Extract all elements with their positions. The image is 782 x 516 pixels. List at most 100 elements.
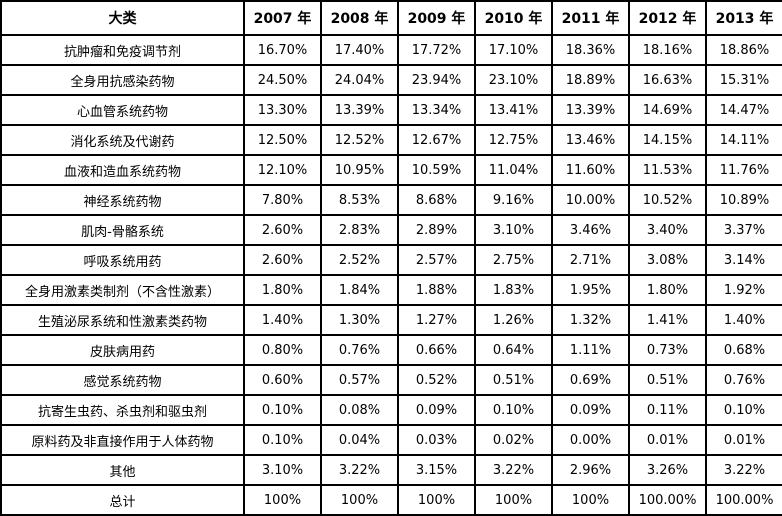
table-body: 抗肿瘤和免疫调节剂 16.70% 17.40% 17.72% 17.10% 18.36% 1… xyxy=(0,34,782,516)
value-cell: 1.40% xyxy=(705,304,782,336)
row-label-cell: 心血管系统药物 xyxy=(0,94,245,126)
value-cell: 3.10% xyxy=(474,214,553,246)
value-cell: 0.57% xyxy=(320,364,399,396)
value-cell: 3.37% xyxy=(705,214,782,246)
value-cell: 2.60% xyxy=(243,244,322,276)
value-cell: 24.04% xyxy=(320,64,399,96)
table-row: 其他 3.10% 3.22% 3.15% 3.22% 2.96% 3.26% 3.22% xyxy=(0,454,782,486)
table-row: 肌肉-骨骼系统 2.60% 2.83% 2.89% 3.10% 3.46% 3.40% 3.3… xyxy=(0,214,782,246)
table-row: 神经系统药物 7.80% 8.53% 8.68% 9.16% 10.00% 10.52% 10… xyxy=(0,184,782,216)
value-cell: 8.53% xyxy=(320,184,399,216)
value-cell: 100% xyxy=(551,484,630,516)
value-cell: 10.59% xyxy=(397,154,476,186)
row-label-cell: 血液和造血系统药物 xyxy=(0,154,245,186)
value-cell: 3.40% xyxy=(628,214,707,246)
value-cell: 9.16% xyxy=(474,184,553,216)
value-cell: 7.80% xyxy=(243,184,322,216)
value-cell: 24.50% xyxy=(243,64,322,96)
value-cell: 12.67% xyxy=(397,124,476,156)
row-label-cell: 全身用抗感染药物 xyxy=(0,64,245,96)
value-cell: 1.80% xyxy=(628,274,707,306)
value-cell: 0.00% xyxy=(551,424,630,456)
value-cell: 13.34% xyxy=(397,94,476,126)
value-cell: 13.39% xyxy=(320,94,399,126)
value-cell: 2.89% xyxy=(397,214,476,246)
value-cell: 0.64% xyxy=(474,334,553,366)
value-cell: 0.10% xyxy=(243,424,322,456)
value-cell: 3.15% xyxy=(397,454,476,486)
value-cell: 13.30% xyxy=(243,94,322,126)
value-cell: 23.10% xyxy=(474,64,553,96)
value-cell: 18.16% xyxy=(628,34,707,66)
table-row: 血液和造血系统药物 12.10% 10.95% 10.59% 11.04% 11.60% 1… xyxy=(0,154,782,186)
value-cell: 0.10% xyxy=(243,394,322,426)
value-cell: 10.52% xyxy=(628,184,707,216)
value-cell: 2.60% xyxy=(243,214,322,246)
value-cell: 14.15% xyxy=(628,124,707,156)
value-cell: 0.76% xyxy=(320,334,399,366)
table-row: 生殖泌尿系统和性激素类药物 1.40% 1.30% 1.27% 1.26% 1.32% 1.… xyxy=(0,304,782,336)
value-cell: 0.08% xyxy=(320,394,399,426)
value-cell: 2.83% xyxy=(320,214,399,246)
table-row: 总计 100% 100% 100% 100% 100% 100.00% 100.00% xyxy=(0,484,782,516)
value-cell: 17.40% xyxy=(320,34,399,66)
header-cell-category: 大类 xyxy=(0,0,245,36)
row-label-cell: 抗肿瘤和免疫调节剂 xyxy=(0,34,245,66)
value-cell: 3.22% xyxy=(320,454,399,486)
value-cell: 0.01% xyxy=(705,424,782,456)
value-cell: 10.00% xyxy=(551,184,630,216)
value-cell: 15.31% xyxy=(705,64,782,96)
value-cell: 1.83% xyxy=(474,274,553,306)
value-cell: 100.00% xyxy=(705,484,782,516)
value-cell: 0.69% xyxy=(551,364,630,396)
value-cell: 23.94% xyxy=(397,64,476,96)
row-label-cell: 神经系统药物 xyxy=(0,184,245,216)
value-cell: 1.88% xyxy=(397,274,476,306)
table-row: 呼吸系统用药 2.60% 2.52% 2.57% 2.75% 2.71% 3.08% 3.14… xyxy=(0,244,782,276)
value-cell: 1.30% xyxy=(320,304,399,336)
value-cell: 0.52% xyxy=(397,364,476,396)
value-cell: 16.63% xyxy=(628,64,707,96)
value-cell: 0.10% xyxy=(705,394,782,426)
row-label-cell: 感觉系统药物 xyxy=(0,364,245,396)
header-cell-year: 2007 年 xyxy=(243,0,322,36)
value-cell: 0.60% xyxy=(243,364,322,396)
value-cell: 0.04% xyxy=(320,424,399,456)
value-cell: 11.04% xyxy=(474,154,553,186)
value-cell: 3.46% xyxy=(551,214,630,246)
table-row: 心血管系统药物 13.30% 13.39% 13.34% 13.41% 13.39% 14.… xyxy=(0,94,782,126)
value-cell: 14.11% xyxy=(705,124,782,156)
value-cell: 1.92% xyxy=(705,274,782,306)
header-cell-year: 2009 年 xyxy=(397,0,476,36)
table-row: 抗寄生虫药、杀虫剂和驱虫剂 0.10% 0.08% 0.09% 0.10% 0.09% 0.… xyxy=(0,394,782,426)
row-label-cell: 生殖泌尿系统和性激素类药物 xyxy=(0,304,245,336)
value-cell: 1.84% xyxy=(320,274,399,306)
value-cell: 0.10% xyxy=(474,394,553,426)
value-cell: 11.60% xyxy=(551,154,630,186)
value-cell: 0.66% xyxy=(397,334,476,366)
value-cell: 0.11% xyxy=(628,394,707,426)
value-cell: 8.68% xyxy=(397,184,476,216)
row-label-cell: 全身用激素类制剂（不含性激素） xyxy=(0,274,245,306)
value-cell: 14.47% xyxy=(705,94,782,126)
row-label-cell: 肌肉-骨骼系统 xyxy=(0,214,245,246)
value-cell: 100.00% xyxy=(628,484,707,516)
header-row: 大类 2007 年 2008 年 2009 年 2010 年 2011 年 2012 年 20… xyxy=(0,0,782,36)
table-header: 大类 2007 年 2008 年 2009 年 2010 年 2011 年 2012 年 20… xyxy=(0,0,782,36)
value-cell: 3.08% xyxy=(628,244,707,276)
value-cell: 1.32% xyxy=(551,304,630,336)
value-cell: 10.89% xyxy=(705,184,782,216)
value-cell: 3.10% xyxy=(243,454,322,486)
table-row: 消化系统及代谢药 12.50% 12.52% 12.67% 12.75% 13.46% 14… xyxy=(0,124,782,156)
value-cell: 1.27% xyxy=(397,304,476,336)
value-cell: 18.86% xyxy=(705,34,782,66)
value-cell: 0.51% xyxy=(628,364,707,396)
row-label-cell: 抗寄生虫药、杀虫剂和驱虫剂 xyxy=(0,394,245,426)
value-cell: 18.36% xyxy=(551,34,630,66)
table-row: 全身用抗感染药物 24.50% 24.04% 23.94% 23.10% 18.89% 16… xyxy=(0,64,782,96)
row-label-cell: 其他 xyxy=(0,454,245,486)
value-cell: 0.80% xyxy=(243,334,322,366)
value-cell: 18.89% xyxy=(551,64,630,96)
